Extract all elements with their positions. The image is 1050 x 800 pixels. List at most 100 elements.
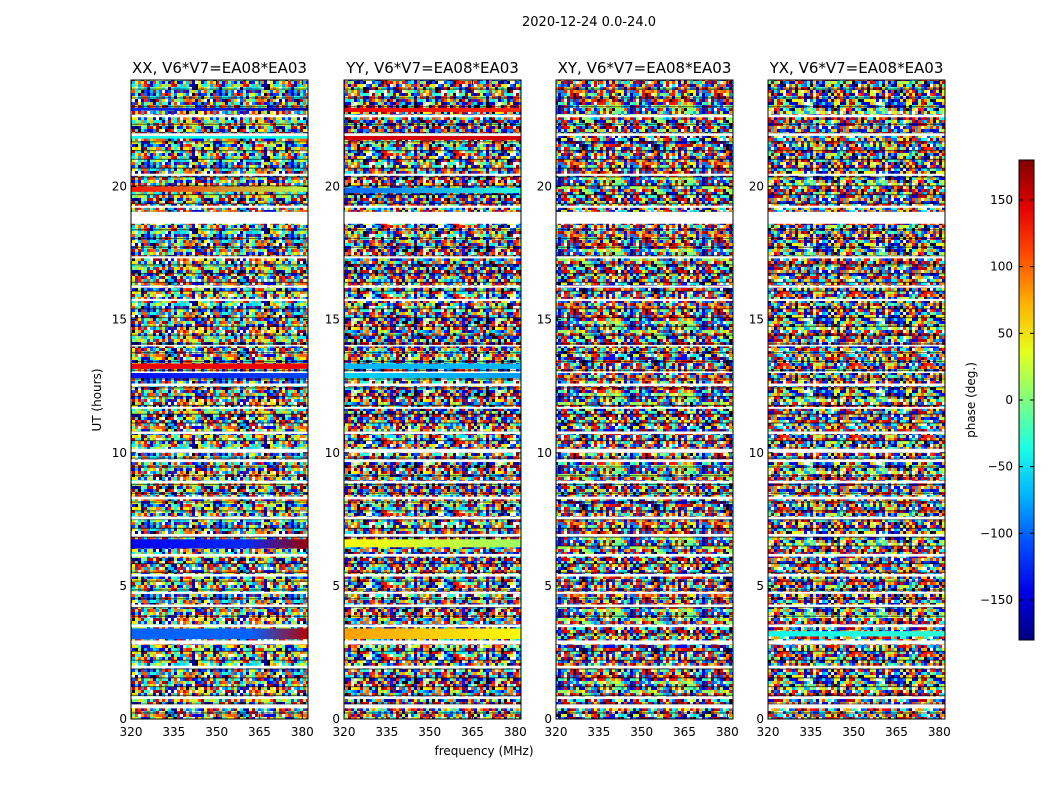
scan-line — [131, 282, 308, 283]
scan-line — [768, 466, 945, 467]
flagged-band — [556, 115, 733, 118]
flagged-band — [131, 115, 308, 118]
scan-line — [556, 677, 733, 678]
scan-line — [131, 493, 308, 494]
flagged-band — [556, 407, 733, 409]
flagged-band — [344, 481, 521, 484]
scan-line — [131, 238, 308, 239]
scan-line — [768, 440, 945, 441]
scan-line — [344, 440, 521, 441]
y-tick-label: 10 — [325, 446, 340, 460]
y-tick-label: 10 — [112, 446, 127, 460]
scan-line — [131, 510, 308, 511]
scan-line — [344, 501, 521, 502]
scan-line — [556, 396, 733, 397]
x-tick-label: 350 — [842, 725, 865, 739]
scan-line — [556, 150, 733, 151]
scan-line — [768, 651, 945, 652]
scan-line — [344, 317, 521, 318]
scan-line — [344, 159, 521, 160]
scan-line — [344, 475, 521, 476]
flagged-band — [556, 624, 733, 627]
scan-line — [556, 528, 733, 529]
scan-line — [344, 238, 521, 239]
scan-line — [556, 545, 733, 546]
flagged-band — [344, 592, 521, 594]
flagged-band — [556, 696, 733, 699]
x-tick-label: 350 — [630, 725, 653, 739]
scan-line — [344, 150, 521, 151]
scan-line — [131, 308, 308, 309]
flagged-band — [344, 640, 521, 644]
scan-line — [556, 273, 733, 274]
scan-line — [131, 150, 308, 151]
y-tick-label: 15 — [749, 313, 764, 327]
scan-line — [556, 238, 733, 239]
scan-line — [556, 326, 733, 327]
colorbar-tick-label: 50 — [998, 326, 1013, 340]
scan-line — [344, 668, 521, 669]
scan-line — [131, 396, 308, 397]
scan-line — [556, 405, 733, 406]
y-tick-label: 20 — [749, 180, 764, 194]
scan-line — [768, 677, 945, 678]
scan-line — [768, 168, 945, 169]
scan-line — [131, 598, 308, 599]
y-tick-label: 5 — [756, 579, 764, 593]
flagged-band — [556, 592, 733, 594]
y-tick-label: 0 — [332, 712, 340, 726]
scan-line — [344, 326, 521, 327]
scan-line — [131, 361, 308, 362]
scan-line — [556, 660, 733, 661]
flagged-band — [768, 299, 945, 301]
flagged-band — [768, 574, 945, 577]
scan-line — [344, 563, 521, 564]
y-tick-label: 20 — [325, 180, 340, 194]
scan-line — [556, 414, 733, 415]
flagged-band — [131, 696, 308, 699]
flagged-band — [131, 345, 308, 347]
flagged-band — [768, 256, 945, 258]
scan-line — [768, 317, 945, 318]
scan-line — [556, 291, 733, 292]
coherent-band — [344, 136, 521, 140]
coherent-band — [131, 187, 308, 192]
scan-line — [556, 282, 733, 283]
scan-line — [344, 335, 521, 336]
scan-line — [344, 589, 521, 590]
flagged-band — [344, 624, 521, 627]
scan-line — [768, 106, 945, 107]
scan-line — [344, 124, 521, 125]
scan-line — [131, 440, 308, 441]
scan-line — [344, 493, 521, 494]
x-tick-label: 380 — [928, 725, 951, 739]
scan-line — [556, 185, 733, 186]
scan-line — [131, 291, 308, 292]
flagged-band — [344, 554, 521, 557]
flagged-band — [556, 704, 733, 708]
flagged-band — [131, 497, 308, 500]
scan-line — [131, 686, 308, 687]
flagged-band — [344, 517, 521, 520]
panel-plot-area — [344, 80, 521, 719]
panel-title: XX, V6*V7=EA08*EA03 — [132, 59, 307, 77]
coherent-band — [131, 539, 308, 548]
scan-line — [556, 510, 733, 511]
colorbar-tick-label: 0 — [1005, 393, 1013, 407]
scan-line — [131, 660, 308, 661]
scan-line — [768, 335, 945, 336]
flagged-band — [556, 174, 733, 176]
flagged-band — [768, 174, 945, 176]
flagged-band — [131, 704, 308, 708]
scan-line — [131, 712, 308, 713]
flagged-band — [556, 384, 733, 387]
scan-line — [768, 370, 945, 371]
scan-line — [556, 335, 733, 336]
coherent-band — [344, 188, 521, 193]
flagged-band — [344, 534, 521, 537]
scan-line — [131, 528, 308, 529]
scan-line — [556, 501, 733, 502]
flagged-band — [344, 449, 521, 453]
y-tick-label: 5 — [332, 579, 340, 593]
scan-line — [768, 229, 945, 230]
